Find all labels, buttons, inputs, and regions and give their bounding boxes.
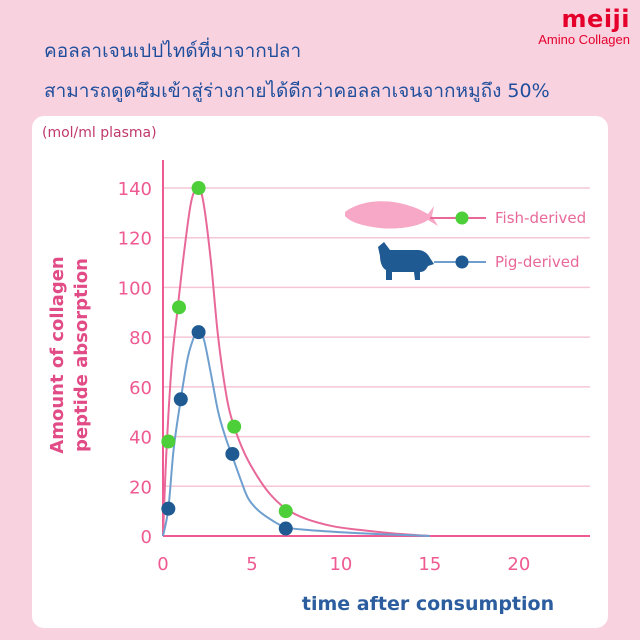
y-tick-label-0: 0 <box>141 527 152 548</box>
data-point-fish-derived-1 <box>172 300 187 315</box>
brand-name: meiji <box>561 5 630 33</box>
x-tick-label-15: 15 <box>418 554 441 575</box>
legend-fish-marker <box>455 211 469 225</box>
legend: Fish-derived Pig-derived <box>345 201 586 280</box>
tick-labels: 0 20 40 60 80 100 120 140 0 5 10 15 20 <box>118 179 531 575</box>
chart-card <box>32 116 608 628</box>
y-tick-label-20: 20 <box>129 477 152 498</box>
data-point-fish-derived-3 <box>227 419 242 434</box>
data-point-pig-derived-3 <box>225 446 240 461</box>
y-tick-label-80: 80 <box>129 328 152 349</box>
y-axis-label-line-1: Amount of collagen <box>47 256 68 453</box>
pig-icon <box>378 242 434 280</box>
series-line-fish-derived <box>162 186 430 537</box>
series-points <box>161 181 293 536</box>
brand-subtitle: Amino Collagen <box>538 32 630 47</box>
y-axis-label-line-2: peptide absorption <box>71 258 92 452</box>
y-tick-label-140: 140 <box>118 179 152 200</box>
y-tick-label-40: 40 <box>129 428 152 449</box>
data-point-fish-derived-0 <box>161 434 176 449</box>
x-tick-label-10: 10 <box>329 554 352 575</box>
x-tick-label-0: 0 <box>157 554 168 575</box>
grid-lines <box>163 187 590 488</box>
data-point-pig-derived-0 <box>161 501 176 516</box>
data-point-fish-derived-4 <box>278 504 293 519</box>
y-tick-label-60: 60 <box>129 378 152 399</box>
x-tick-label-20: 20 <box>507 554 530 575</box>
data-point-pig-derived-4 <box>278 521 293 536</box>
unit-label: (mol/ml plasma) <box>42 125 157 141</box>
legend-pig-label: Pig-derived <box>495 253 580 271</box>
fish-icon <box>345 201 438 229</box>
y-tick-label-120: 120 <box>118 229 152 250</box>
legend-pig-marker <box>455 255 469 269</box>
x-axis-label: time after consumption <box>302 593 554 615</box>
series-curves <box>162 186 430 537</box>
brand-logo: meiji Amino Collagen <box>538 6 630 47</box>
data-point-fish-derived-2 <box>191 181 206 195</box>
x-tick-label-5: 5 <box>246 554 257 575</box>
headline-line-1: คอลลาเจนเปปไทด์ที่มาจากปลา <box>44 40 302 62</box>
data-point-pig-derived-2 <box>191 325 206 340</box>
series-line-pig-derived <box>162 330 430 537</box>
data-point-pig-derived-1 <box>173 392 188 407</box>
headline-line-2: สามารถดูดซึมเข้าสู่ร่างกายได้ดีกว่าคอลลา… <box>44 80 550 102</box>
y-tick-label-100: 100 <box>118 278 152 299</box>
legend-fish-label: Fish-derived <box>495 209 586 227</box>
axes <box>162 160 590 537</box>
